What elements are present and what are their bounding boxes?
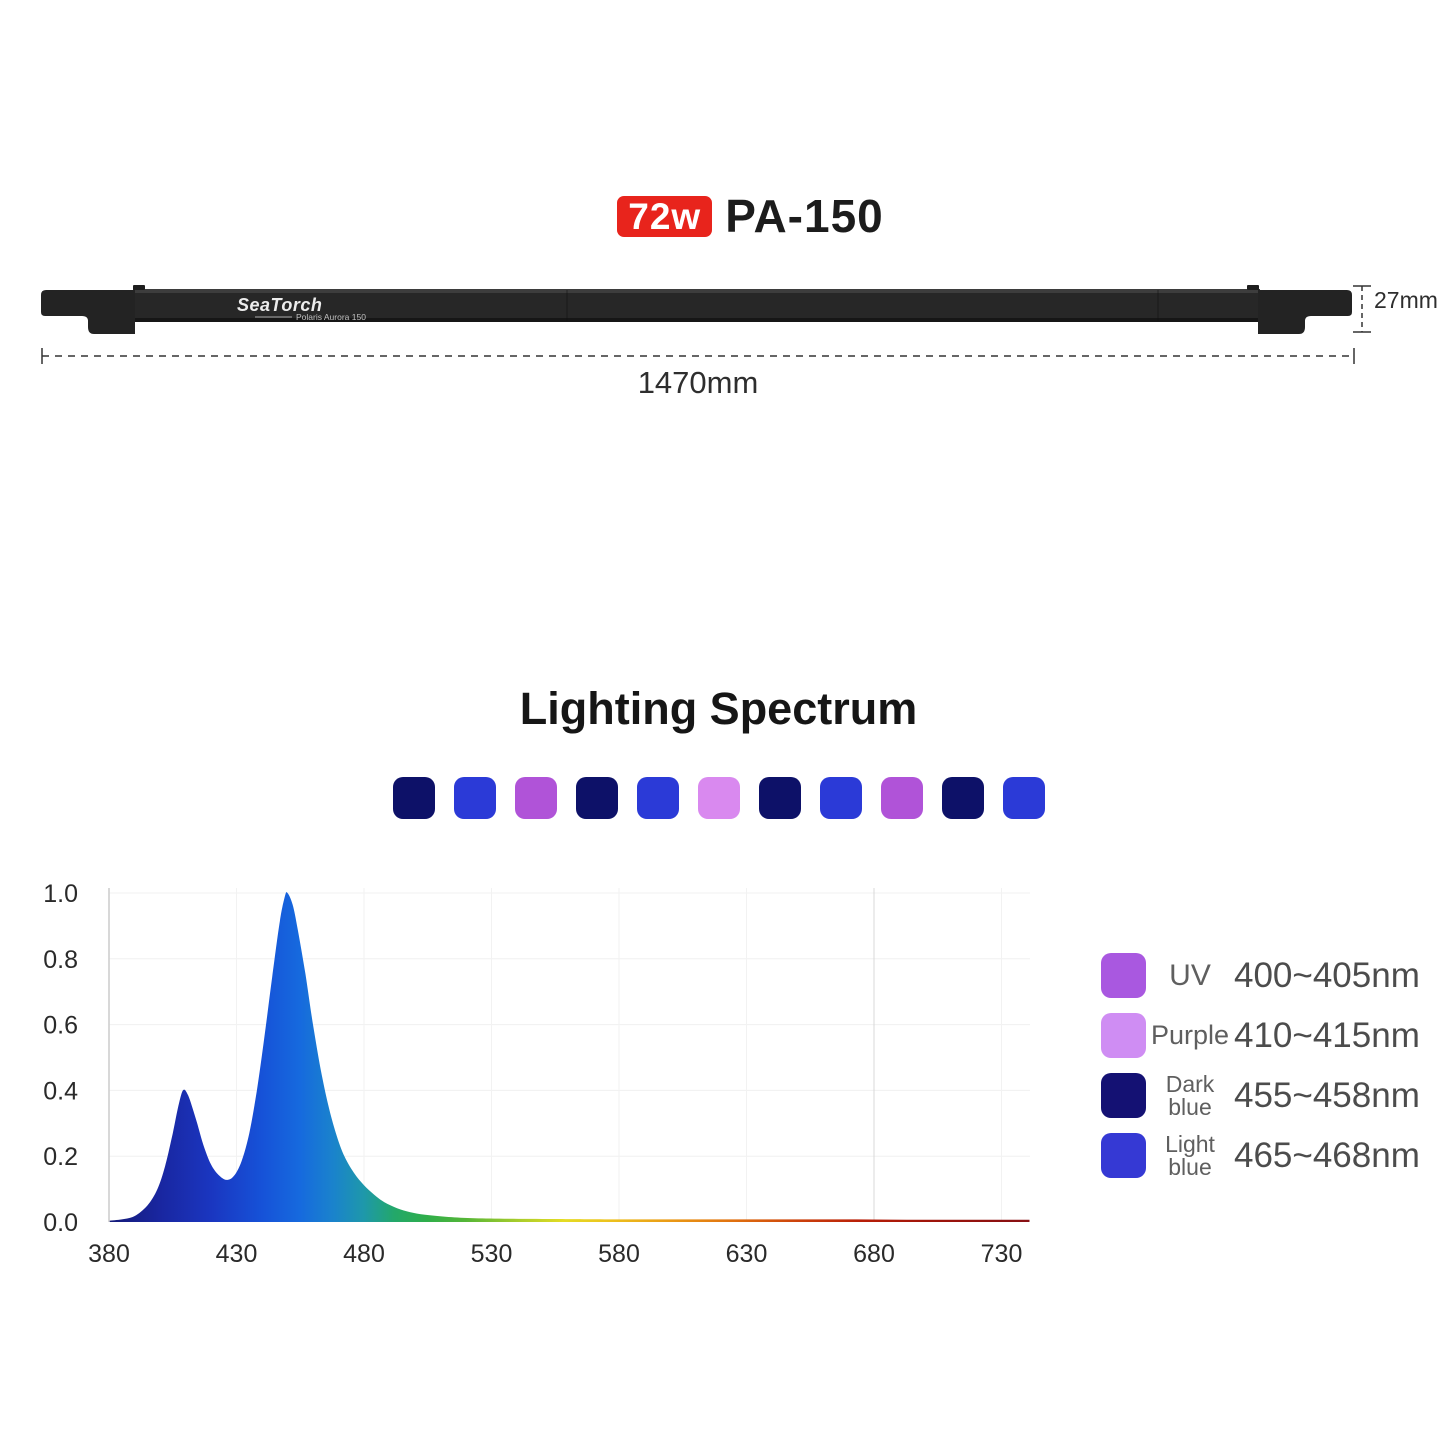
y-tick-label: 0.2 [43,1143,78,1171]
x-tick-label: 530 [471,1240,513,1268]
legend-swatch [1101,1073,1146,1118]
left-mount-bracket [41,290,135,334]
led-color-swatch [881,777,923,819]
product-title: 72w PA-150 [28,189,1445,243]
led-color-swatch [576,777,618,819]
legend-label: Dark blue [1165,1070,1215,1120]
led-color-swatch [454,777,496,819]
x-tick-label: 380 [88,1240,130,1268]
wattage-badge: 72w [617,195,713,237]
x-tick-label: 730 [981,1240,1023,1268]
x-tick-label: 680 [853,1240,895,1268]
spectrum-chart: 380 430 480 530 580 630 680 730 0.0 0.2 0.4 0.6 0.8 1… [43,880,1030,1268]
y-tick-label: 1.0 [43,880,78,908]
x-tick-label: 630 [726,1240,768,1268]
x-tick-label: 480 [343,1240,385,1268]
legend-swatch [1101,1133,1146,1178]
legend-row: Dark blue 455~458nm [1101,1070,1420,1120]
right-mount-bracket [1258,290,1352,334]
spectrum-legend: UV 400~405nm Purple 410~415nm Dark blue 455~4… [1101,953,1420,1193]
led-color-swatch [698,777,740,819]
length-label: 1470mm [638,365,759,400]
brand-logo: SeaTorch [237,295,322,315]
y-tick-label: 0.0 [43,1209,78,1237]
legend-row: Light blue 465~468nm [1101,1130,1420,1180]
legend-swatch [1101,953,1146,998]
legend-swatch [1101,1013,1146,1058]
legend-label: UV [1169,958,1211,992]
led-color-swatch [942,777,984,819]
light-bar-diagram: SeaTorch Polaris Aurora 150 27mm 1470mm [41,285,1438,400]
legend-label: Light blue [1165,1130,1215,1180]
led-swatch-row [393,777,1045,819]
light-bar-bottom-edge [133,318,1260,322]
legend-row: Purple 410~415nm [1101,1013,1420,1058]
legend-range: 410~415nm [1234,1015,1420,1055]
y-tick-label: 0.4 [43,1077,78,1105]
x-tick-label: 580 [598,1240,640,1268]
bracket-clamp [1247,285,1259,290]
height-label: 27mm [1374,287,1438,313]
led-color-swatch [637,777,679,819]
legend-range: 455~458nm [1234,1075,1420,1115]
light-bar-body [133,289,1260,322]
led-color-swatch [759,777,801,819]
led-color-swatch [393,777,435,819]
light-bar-top-face [133,289,1260,293]
led-color-swatch [1003,777,1045,819]
legend-label: Purple [1150,1020,1230,1050]
x-tick-label: 430 [216,1240,258,1268]
spectrum-area [109,892,1030,1222]
legend-range: 465~468nm [1234,1135,1420,1175]
legend-row: UV 400~405nm [1101,953,1420,998]
led-color-swatch [515,777,557,819]
model-name: PA-150 [725,190,884,242]
bracket-clamp [133,285,145,290]
series-label: Polaris Aurora 150 [296,312,366,322]
y-tick-label: 0.6 [43,1012,78,1040]
spectrum-title: Lighting Spectrum [519,683,918,734]
y-tick-label: 0.8 [43,946,78,974]
led-color-swatch [820,777,862,819]
legend-range: 400~405nm [1234,955,1420,995]
